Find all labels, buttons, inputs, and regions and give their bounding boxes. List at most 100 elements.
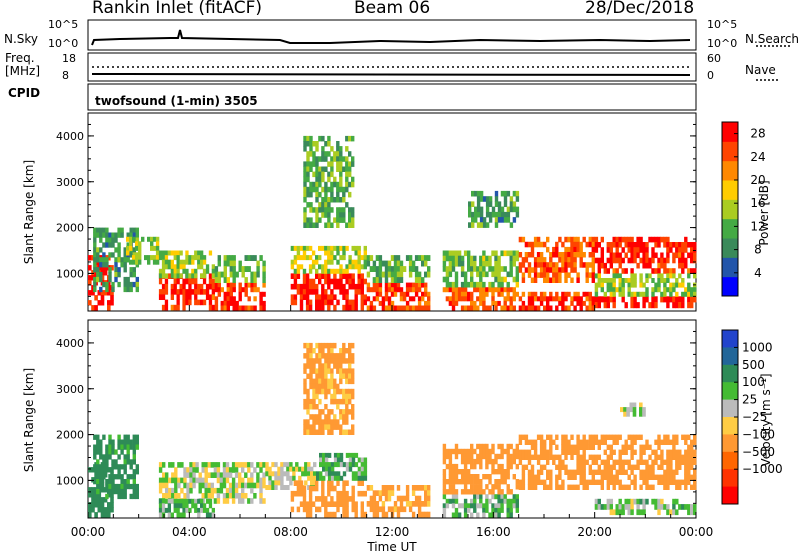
data-cell	[369, 305, 374, 311]
data-cell	[179, 503, 183, 509]
data-cell	[627, 291, 631, 297]
data-cell	[600, 252, 604, 259]
colorbar-swatch	[722, 257, 738, 278]
data-cell	[286, 475, 290, 481]
data-cell	[396, 511, 401, 518]
data-cell	[339, 146, 343, 152]
data-cell	[315, 166, 319, 172]
data-cell	[324, 202, 328, 208]
data-cell	[158, 512, 163, 518]
data-cell	[454, 474, 459, 480]
data-cell	[442, 503, 447, 509]
data-cell	[135, 286, 139, 293]
data-cell	[327, 273, 331, 279]
velocity-colorbar-label: Velocity [m s⁻¹]	[759, 373, 773, 466]
data-cell	[600, 469, 604, 475]
data-cell	[299, 501, 304, 507]
data-cell	[244, 493, 248, 499]
data-cell	[666, 469, 670, 475]
data-cell	[213, 472, 218, 478]
data-cell	[509, 458, 513, 465]
data-cell	[312, 161, 316, 167]
data-cell	[585, 444, 589, 450]
data-cell	[324, 353, 328, 359]
data-cell	[205, 294, 210, 300]
data-cell	[105, 479, 109, 485]
data-cell	[630, 509, 634, 516]
data-cell	[164, 507, 169, 513]
data-cell	[103, 487, 108, 493]
data-cell	[375, 291, 380, 297]
data-cell	[564, 454, 568, 460]
data-cell	[241, 467, 245, 473]
data-cell	[393, 255, 398, 261]
data-cell	[309, 348, 313, 354]
data-cell	[609, 252, 613, 259]
data-cell	[555, 464, 559, 470]
data-cell	[594, 504, 599, 510]
data-cell	[669, 474, 673, 480]
data-cell	[672, 444, 676, 450]
data-cell	[666, 434, 670, 440]
data-cell	[333, 283, 337, 290]
data-cell	[506, 211, 511, 218]
data-cell	[305, 501, 310, 507]
data-cell	[229, 282, 233, 288]
data-cell	[491, 211, 496, 218]
data-cell	[543, 305, 547, 311]
data-cell	[372, 501, 377, 507]
data-cell	[194, 250, 198, 256]
data-cell	[324, 501, 328, 507]
data-cell	[330, 348, 334, 354]
data-cell	[669, 247, 673, 253]
data-cell	[324, 424, 328, 430]
data-cell	[114, 483, 118, 490]
data-cell	[182, 299, 186, 306]
data-cell	[336, 278, 340, 285]
data-cell	[363, 278, 367, 285]
data-cell	[345, 414, 349, 420]
data-cell	[129, 252, 133, 258]
data-cell	[88, 487, 92, 493]
data-cell	[174, 487, 178, 494]
data-cell	[500, 474, 504, 480]
data-cell	[555, 246, 559, 253]
data-cell	[457, 503, 462, 509]
data-cell	[339, 268, 343, 274]
data-cell	[515, 276, 519, 283]
data-cell	[304, 466, 308, 472]
data-cell	[387, 271, 392, 278]
data-cell	[223, 260, 227, 267]
data-cell	[609, 509, 613, 516]
data-cell	[675, 449, 679, 455]
data-cell	[324, 471, 329, 477]
data-cell	[476, 211, 481, 218]
data-cell	[463, 498, 468, 504]
data-cell	[539, 296, 544, 302]
data-cell	[585, 484, 589, 490]
data-cell	[318, 156, 322, 162]
data-cell	[117, 469, 121, 475]
data-cell	[576, 464, 580, 470]
data-cell	[669, 291, 673, 297]
data-cell	[158, 278, 163, 285]
data-cell	[351, 342, 355, 349]
data-cell	[417, 506, 422, 513]
data-cell	[219, 482, 224, 489]
data-cell	[306, 151, 310, 157]
data-cell	[684, 439, 688, 445]
data-cell	[497, 206, 502, 213]
data-cell	[500, 448, 504, 455]
data-cell	[336, 245, 340, 251]
data-cell	[573, 291, 577, 297]
data-cell	[591, 246, 595, 253]
data-cell	[327, 141, 331, 147]
data-cell	[500, 190, 505, 197]
data-cell	[360, 480, 364, 486]
data-cell	[594, 459, 599, 465]
data-cell	[491, 250, 495, 257]
data-cell	[303, 141, 307, 147]
data-cell	[615, 439, 619, 445]
data-cell	[102, 262, 106, 268]
